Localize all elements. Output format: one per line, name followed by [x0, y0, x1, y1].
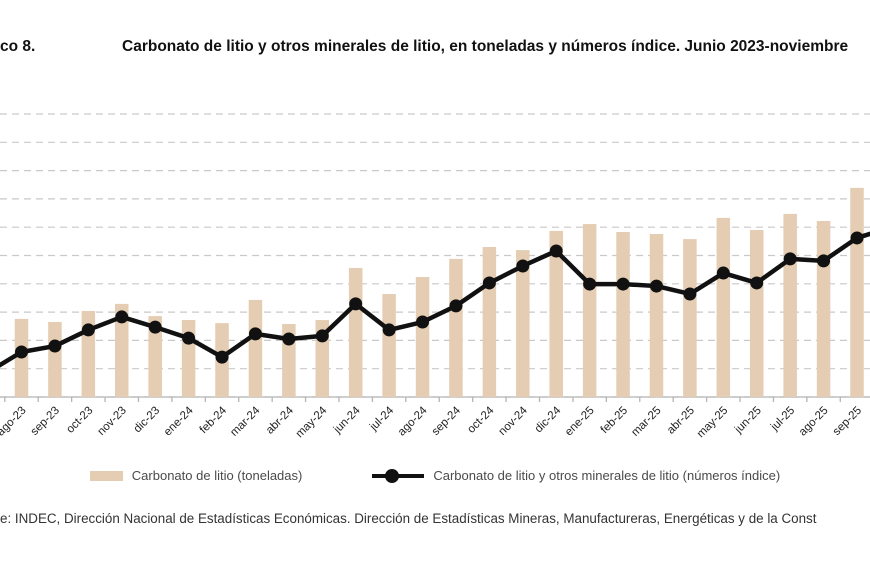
x-label-ago-23: ago-23 [0, 405, 29, 439]
line-point-ago-24 [416, 315, 430, 329]
legend-label-bars: Carbonato de litio (toneladas) [131, 468, 303, 483]
line-point-nov-23 [115, 310, 129, 324]
line-point-jul-25 [783, 252, 797, 266]
bar-jul-25 [783, 213, 797, 397]
x-label-feb-25: feb-25 [599, 405, 631, 437]
x-label-oct-23: oct-23 [64, 405, 95, 436]
bar-may-25 [716, 217, 731, 397]
bar-sep-24 [449, 258, 463, 397]
line-point-ene-25 [583, 277, 597, 291]
x-label-sep-23: sep-23 [29, 405, 62, 438]
line-point-sep-23 [48, 339, 62, 353]
x-label-ago-25: ago-25 [797, 405, 831, 439]
index-line [0, 231, 870, 368]
bar-mar-24 [248, 299, 263, 397]
x-label-dic-23: dic-23 [132, 405, 163, 436]
line-point-ene-24 [182, 331, 196, 345]
combo-bar-line-chart: ago-23 sep-23 oct-23 nov-23 dic-23 ene-24 feb-… [0, 113, 870, 441]
x-label-ene-25: ene-25 [563, 405, 597, 439]
line-point-ago-25 [817, 254, 831, 268]
line-point-jul-24 [382, 323, 396, 337]
bar-jun-24 [348, 267, 363, 397]
bar-nov-24 [516, 250, 530, 397]
bar-dic-23 [148, 316, 162, 397]
bar-abr-25 [683, 239, 697, 397]
bar-mar-25 [649, 233, 664, 397]
line-swatch-marker [385, 468, 400, 483]
legend-item-bars: Carbonato de litio (toneladas) [89, 468, 303, 483]
bar-jul-24 [382, 293, 396, 397]
figure-number-fragment: co 8. [0, 38, 36, 55]
source-note: e: INDEC, Dirección Nacional de Estadíst… [0, 511, 817, 526]
bar-jun-25 [749, 230, 764, 397]
line-point-oct-24 [482, 276, 496, 290]
line-series-swatch [372, 468, 425, 483]
x-label-mar-25: mar-25 [629, 405, 663, 439]
x-label-sep-24: sep-24 [430, 404, 464, 438]
bar-series-swatch [89, 470, 123, 481]
line-point-sep-25 [850, 231, 864, 245]
line-point-mar-25 [649, 279, 663, 293]
legend-label-line: Carbonato de litio y otros minerales de … [433, 468, 781, 483]
line-point-abr-24 [282, 332, 296, 346]
x-label-may-24: may-24 [294, 404, 330, 440]
bar-dic-24 [549, 230, 563, 397]
line-point-may-25 [716, 266, 730, 280]
bar-oct-24 [482, 247, 497, 397]
line-point-dic-24 [549, 244, 563, 258]
x-label-abr-25: abr-25 [665, 405, 697, 437]
line-point-may-24 [315, 329, 329, 343]
line-point-oct-23 [81, 323, 95, 337]
x-label-jul-25: jul-25 [768, 405, 797, 434]
bar-ene-25 [582, 224, 597, 397]
bar-feb-25 [616, 232, 630, 397]
x-label-may-25: may-25 [695, 405, 731, 441]
bar-sep-25 [850, 187, 864, 397]
x-label-feb-24: feb-24 [198, 404, 230, 436]
x-label-mar-24: mar-24 [228, 404, 263, 439]
line-point-mar-24 [248, 327, 262, 341]
line-point-feb-25 [616, 277, 630, 291]
chart-title: Carbonato de litio y otros minerales de … [122, 38, 849, 55]
line-point-sep-24 [449, 299, 463, 313]
line-point-abr-25 [683, 287, 697, 301]
bar-ago-24 [415, 277, 430, 397]
x-label-dic-24: dic-24 [533, 404, 564, 435]
x-label-ene-24: ene-24 [162, 404, 196, 438]
bar-ene-24 [181, 320, 196, 397]
line-point-jun-25 [750, 276, 764, 290]
line-point-jun-24 [349, 297, 363, 311]
x-label-nov-23: nov-23 [96, 405, 129, 438]
x-label-ago-24: ago-24 [396, 404, 430, 438]
chart-legend: Carbonato de litio (toneladas) Carbonato… [0, 468, 870, 483]
line-point-dic-23 [148, 320, 162, 334]
legend-item-line: Carbonato de litio y otros minerales de … [372, 468, 780, 483]
x-label-sep-25: sep-25 [831, 405, 864, 438]
bar-sep-23 [48, 322, 62, 397]
x-label-abr-24: abr-24 [264, 404, 296, 436]
x-label-jun-25: jun-25 [732, 405, 764, 437]
bar-nov-23 [115, 303, 129, 397]
x-label-nov-24: nov-24 [497, 404, 531, 438]
x-label-jun-24: jun-24 [331, 404, 363, 436]
line-point-nov-24 [516, 259, 530, 273]
x-label-oct-24: oct-24 [465, 404, 497, 436]
x-label-jul-24: jul-24 [367, 404, 397, 434]
line-point-feb-24 [215, 350, 229, 364]
line-point-ago-23 [15, 345, 28, 359]
bar-ago-25 [816, 220, 831, 397]
